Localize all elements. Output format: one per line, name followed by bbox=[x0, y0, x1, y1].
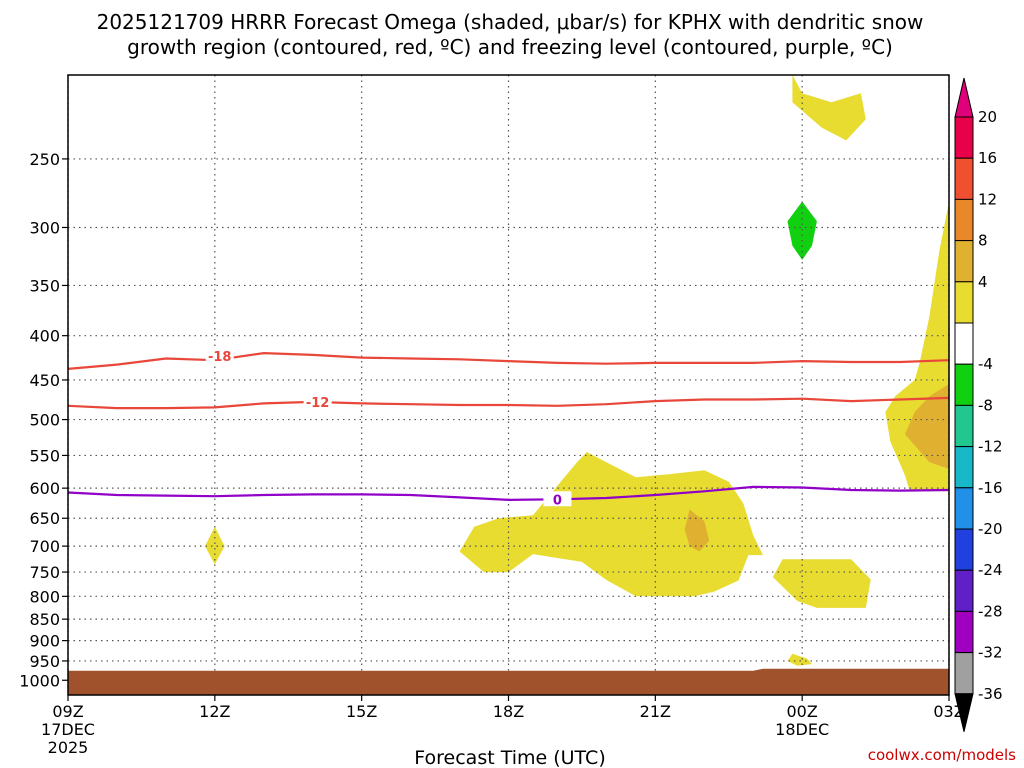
x-tick-label: 03Z bbox=[933, 702, 964, 721]
contour-label-bg bbox=[205, 347, 234, 363]
colorbar-swatch bbox=[954, 569, 974, 612]
colorbar-swatch bbox=[954, 528, 974, 571]
x-tick-sublabel: 17DEC bbox=[41, 720, 95, 739]
x-tick-sublabel-year: 2025 bbox=[48, 738, 89, 757]
x-tick-label: 00Z bbox=[787, 702, 818, 721]
credit-link[interactable]: coolwx.com/models bbox=[868, 746, 1016, 764]
chart-title-line1: 2025121709 HRRR Forecast Omega (shaded, … bbox=[97, 10, 924, 34]
colorbar-swatch bbox=[954, 281, 974, 324]
y-tick-label: 650 bbox=[29, 509, 60, 528]
colorbar-swatch bbox=[954, 404, 974, 448]
y-tick-label: 800 bbox=[29, 587, 60, 606]
colorbar: 20 16 12 8 4 -4 -8 -12 -16 -20 -24 -28 -32 -36 bbox=[954, 77, 1003, 732]
colorbar-top-arrow bbox=[954, 77, 974, 118]
y-tick-label: 500 bbox=[29, 411, 60, 430]
contour-label-dendritic-minus12: -12 bbox=[306, 396, 330, 411]
gridlines bbox=[67, 75, 950, 695]
x-tick-label: 09Z bbox=[52, 702, 83, 721]
x-tick-label: 15Z bbox=[346, 702, 377, 721]
contour-label-bg bbox=[303, 393, 332, 409]
contour-freezing-level-zero bbox=[67, 485, 950, 502]
contour-label-freezing-level-zero: 0 bbox=[553, 493, 562, 508]
shaded-region-omega-4-midlevel bbox=[459, 452, 763, 597]
shaded-region-omega-8-right-edge bbox=[905, 384, 949, 469]
colorbar-swatch bbox=[954, 446, 974, 489]
colorbar-label: 12 bbox=[978, 190, 997, 208]
colorbar-swatch bbox=[954, 363, 974, 406]
y-tick-label: 850 bbox=[29, 610, 60, 629]
colorbar-label: -20 bbox=[978, 520, 1003, 538]
chart-title-line2: growth region (contoured, red, ºC) and f… bbox=[127, 35, 893, 59]
colorbar-label: -4 bbox=[978, 355, 993, 373]
colorbar-label: -12 bbox=[978, 438, 1003, 456]
y-tick-label: 450 bbox=[29, 371, 60, 390]
colorbar-swatch bbox=[954, 610, 974, 654]
omega-shading bbox=[205, 75, 949, 666]
contours: -18 -12 0 bbox=[67, 347, 950, 508]
terrain-surface bbox=[68, 668, 949, 695]
contour-label-dendritic-minus18: -18 bbox=[208, 350, 232, 365]
y-tick-label: 750 bbox=[29, 563, 60, 582]
colorbar-swatch bbox=[954, 157, 974, 200]
contour-label-bg bbox=[543, 491, 572, 507]
x-axis-label: Forecast Time (UTC) bbox=[414, 747, 605, 768]
shaded-region-omega-8-midlevel bbox=[684, 509, 710, 552]
terrain bbox=[68, 668, 949, 695]
colorbar-label: -36 bbox=[978, 685, 1003, 703]
shaded-region-omega-4-small-12z bbox=[205, 526, 225, 565]
x-tick-label: 18Z bbox=[493, 702, 524, 721]
colorbar-swatch bbox=[954, 116, 974, 159]
colorbar-label: -24 bbox=[978, 561, 1003, 579]
y-tick-label: 1000 bbox=[19, 671, 60, 690]
y-tick-label: 400 bbox=[29, 327, 60, 346]
colorbar-swatch bbox=[954, 240, 974, 283]
colorbar-label: -16 bbox=[978, 479, 1003, 497]
colorbar-swatch bbox=[954, 322, 974, 365]
colorbar-label: -8 bbox=[978, 396, 993, 414]
shaded-region-omega-4-small-1000 bbox=[787, 653, 812, 666]
colorbar-label: -28 bbox=[978, 602, 1003, 620]
y-tick-label: 600 bbox=[29, 479, 60, 498]
colorbar-swatch bbox=[954, 198, 974, 242]
x-tick-label: 21Z bbox=[640, 702, 671, 721]
x-tick-sublabel: 18DEC bbox=[775, 720, 829, 739]
colorbar-swatch bbox=[954, 652, 974, 695]
colorbar-bottom-arrow bbox=[954, 693, 974, 732]
colorbar-label: 8 bbox=[978, 232, 988, 250]
y-axis-ticks: 250 300 350 400 450 500 550 600 650 700 750 800 850 9… bbox=[19, 150, 68, 690]
y-tick-label: 300 bbox=[29, 218, 60, 237]
shaded-region-omega-4-upper-right bbox=[792, 75, 866, 141]
colorbar-label: -32 bbox=[978, 644, 1003, 662]
y-tick-label: 550 bbox=[29, 446, 60, 465]
shaded-region-omega-4-lowlevel-right bbox=[772, 559, 871, 608]
y-tick-label: 900 bbox=[29, 632, 60, 651]
y-tick-label: 350 bbox=[29, 276, 60, 295]
shaded-region-omega-minus8-green bbox=[787, 201, 817, 260]
colorbar-swatch bbox=[954, 487, 974, 530]
y-tick-label: 700 bbox=[29, 537, 60, 556]
y-tick-label: 250 bbox=[29, 150, 60, 169]
colorbar-label: 4 bbox=[978, 273, 988, 291]
plot-area: -18 -12 0 bbox=[67, 74, 950, 696]
colorbar-label: 16 bbox=[978, 149, 997, 167]
y-tick-label: 950 bbox=[29, 652, 60, 671]
contour-dendritic-minus12 bbox=[67, 396, 950, 410]
colorbar-label: 20 bbox=[978, 108, 997, 126]
x-tick-label: 12Z bbox=[199, 702, 230, 721]
